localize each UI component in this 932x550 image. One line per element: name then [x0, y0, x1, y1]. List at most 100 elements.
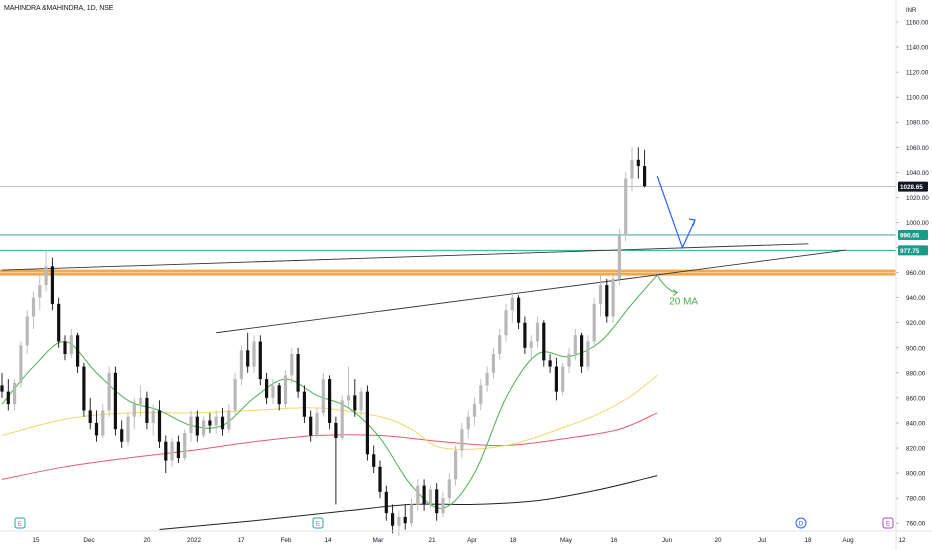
candle-body[interactable] — [422, 485, 426, 505]
candle-body[interactable] — [290, 354, 294, 376]
candle-body[interactable] — [617, 235, 621, 279]
candle-body[interactable] — [416, 485, 420, 505]
dividend-event-icon[interactable] — [795, 517, 807, 529]
candle-body[interactable] — [202, 420, 206, 436]
candle-body[interactable] — [624, 178, 628, 236]
candle-body[interactable] — [523, 322, 527, 348]
candle-body[interactable] — [227, 410, 231, 430]
trendline[interactable] — [1, 243, 809, 271]
candle-body[interactable] — [6, 391, 10, 405]
candle-body[interactable] — [277, 385, 281, 405]
candle-body[interactable] — [252, 341, 256, 367]
candle-body[interactable] — [636, 159, 640, 167]
earnings-event-icon[interactable] — [14, 517, 26, 529]
candle-body[interactable] — [220, 416, 225, 430]
candle-body[interactable] — [164, 441, 168, 461]
candle-body[interactable] — [346, 395, 351, 401]
candle-body[interactable] — [183, 432, 187, 459]
candle-body[interactable] — [598, 285, 603, 304]
candle-body[interactable] — [554, 366, 558, 392]
candle-body[interactable] — [88, 410, 92, 423]
candle-body[interactable] — [605, 285, 609, 317]
candle-body[interactable] — [466, 416, 470, 430]
candle-body[interactable] — [132, 404, 136, 417]
candle-body[interactable] — [309, 416, 313, 436]
candle-body[interactable] — [397, 516, 401, 526]
candle-body[interactable] — [454, 450, 458, 480]
earnings-event-icon[interactable] — [312, 517, 324, 529]
candle-body[interactable] — [69, 335, 73, 355]
candle-body[interactable] — [510, 297, 514, 311]
candle-body[interactable] — [126, 416, 130, 442]
candle-body[interactable] — [580, 335, 584, 367]
candle-body[interactable] — [76, 335, 80, 367]
candle-body[interactable] — [208, 420, 212, 426]
candle-body[interactable] — [101, 410, 105, 436]
candle-body[interactable] — [170, 441, 174, 461]
candle-body[interactable] — [561, 366, 565, 392]
candle-body[interactable] — [13, 382, 17, 405]
candle-body[interactable] — [592, 303, 596, 342]
candle-body[interactable] — [485, 372, 489, 386]
candle-body[interactable] — [630, 159, 634, 179]
candle-body[interactable] — [460, 429, 464, 451]
candle-body[interactable] — [428, 489, 432, 505]
earnings-event-icon[interactable] — [882, 517, 894, 529]
candle-body[interactable] — [365, 391, 369, 455]
candle-body[interactable] — [139, 397, 143, 405]
candle-body[interactable] — [94, 422, 99, 436]
candle-body[interactable] — [567, 354, 571, 367]
candle-body[interactable] — [529, 341, 533, 348]
candle-body[interactable] — [441, 498, 445, 514]
ma-callout-label[interactable]: 20 MA — [669, 297, 698, 308]
candle-body[interactable] — [611, 278, 615, 317]
candle-body[interactable] — [25, 316, 29, 346]
candle-body[interactable] — [265, 379, 269, 398]
candle-body[interactable] — [271, 385, 275, 398]
candle-body[interactable] — [403, 516, 407, 524]
candle-body[interactable] — [233, 379, 237, 411]
candle-body[interactable] — [315, 412, 319, 436]
projection-arrow-line[interactable] — [656, 175, 696, 250]
candle-body[interactable] — [0, 385, 4, 392]
candle-body[interactable] — [391, 513, 395, 526]
trendlines[interactable] — [1, 243, 847, 334]
candle-body[interactable] — [189, 416, 193, 433]
candle-body[interactable] — [113, 372, 117, 430]
candle-body[interactable] — [82, 366, 86, 411]
candle-body[interactable] — [372, 454, 376, 467]
candle-body[interactable] — [145, 397, 149, 423]
candle-body[interactable] — [435, 489, 439, 514]
candle-body[interactable] — [491, 354, 495, 373]
annotations[interactable]: 20 MA — [656, 175, 698, 308]
candle-body[interactable] — [321, 379, 325, 413]
candle-body[interactable] — [157, 410, 162, 442]
candle-body[interactable] — [479, 385, 483, 405]
candle-body[interactable] — [340, 400, 344, 438]
candle-body[interactable] — [542, 322, 546, 361]
candle-body[interactable] — [498, 335, 502, 355]
candle-body[interactable] — [38, 285, 42, 298]
candle-body[interactable] — [57, 303, 61, 342]
candle-body[interactable] — [643, 166, 647, 187]
candle-body[interactable] — [353, 395, 357, 411]
candle-body[interactable] — [302, 391, 306, 417]
candle-body[interactable] — [151, 410, 155, 423]
candle-body[interactable] — [214, 416, 218, 426]
candle-body[interactable] — [517, 297, 521, 323]
candle-body[interactable] — [246, 350, 250, 367]
candle-body[interactable] — [63, 341, 67, 355]
candle-body[interactable] — [328, 379, 332, 423]
candle-body[interactable] — [31, 297, 36, 317]
candle-body[interactable] — [19, 345, 23, 383]
candle-body[interactable] — [409, 504, 414, 524]
candle-body[interactable] — [44, 266, 48, 286]
candle-body[interactable] — [384, 491, 388, 514]
price-levels[interactable] — [0, 186, 896, 276]
candle-body[interactable] — [176, 441, 180, 459]
candle-body[interactable] — [504, 310, 508, 336]
candle-body[interactable] — [573, 335, 577, 355]
candle-body[interactable] — [283, 375, 288, 405]
